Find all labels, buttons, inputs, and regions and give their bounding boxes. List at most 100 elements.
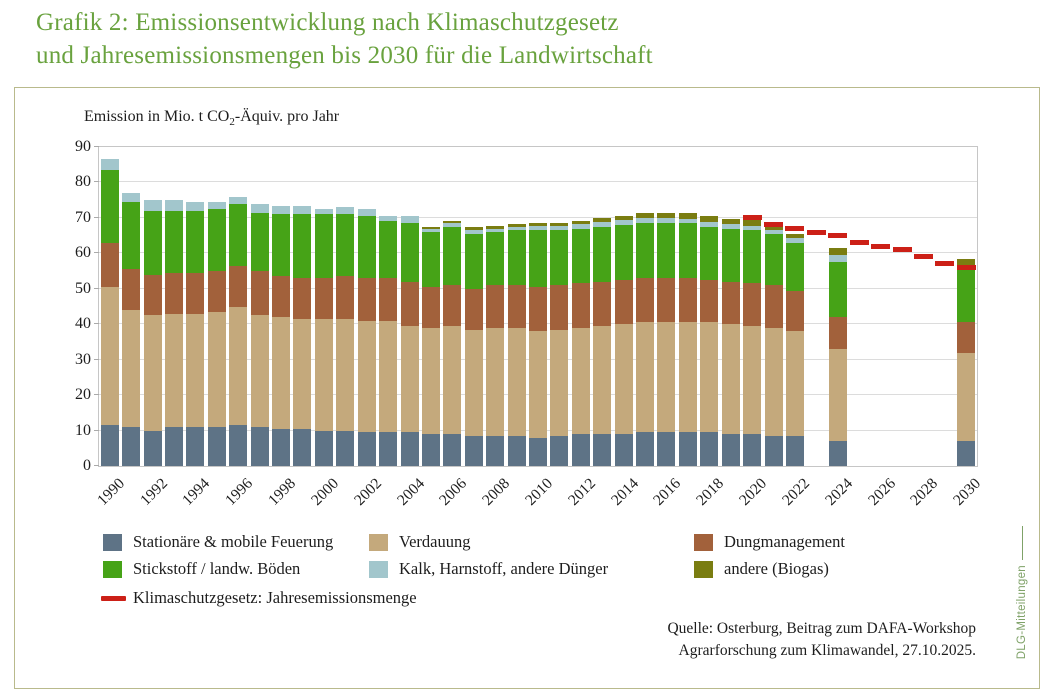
bar-1992-segment [143,210,162,275]
legend-label-stickstoff: Stickstoff / landw. Böden [133,559,301,578]
bar-2009-segment [507,223,526,227]
bar-2017-segment [678,278,697,323]
bar-2009-segment [507,230,526,286]
bar-1993-segment [164,313,183,428]
y-axis-label-20: 20 [75,386,91,404]
bar-2008-segment [486,327,505,436]
bar-1995-segment [207,311,226,428]
bar-2002-segment [357,320,376,433]
bar-2022-segment [785,331,804,436]
figure-title: Grafik 2: Emissionsentwicklung nach Klim… [36,6,653,72]
bar-2019-segment [721,281,740,325]
bar-2021-segment [764,233,783,286]
ksg-target-dash-2030 [956,265,976,271]
bar-1991-segment [122,193,141,202]
bar-1996-segment [229,306,248,426]
bar-2010-segment [529,230,547,288]
legend-swatch-verdauung [369,533,388,551]
bar-2014-segment [614,215,633,221]
figure-title-line2: und Jahresemissionsmengen bis 2030 für d… [36,42,653,69]
y-tick-90 [94,146,99,147]
bar-2030-segment [957,352,976,442]
legend-swatch-stickstoff [103,560,122,578]
bar-2005-segment [421,434,440,466]
bar-2013-segment [593,217,612,223]
bar-1994-segment [186,201,205,211]
bar-2011-segment [550,435,569,466]
chart-panel: Emission in Mio. t CO2-Äquiv. pro Jahr 0… [14,87,1040,689]
legend-swatch-andere-biogas [694,560,713,578]
bar-1993-segment [164,427,183,466]
bar-2014-segment [614,220,633,225]
bar-2015-segment [636,212,655,219]
bar-2024-segment [828,317,847,350]
bar-2004-segment [400,326,419,433]
bar-1993-segment [164,272,183,314]
bar-2030-segment [957,322,976,353]
bar-1996-segment [229,425,248,466]
bar-2012-segment [571,434,590,466]
y-tick-80 [94,181,99,183]
bar-2010-segment [529,223,547,227]
bar-2008-segment [486,232,505,286]
ksg-target-dash-2023 [806,229,826,235]
bar-1999-segment [293,278,312,319]
bar-2003-segment [379,216,398,222]
bar-2003-segment [379,278,398,321]
bar-1996-segment [229,265,248,307]
bar-2002-segment [357,278,376,321]
bar-2006-segment [443,223,462,227]
bar-2002-segment [357,216,376,279]
bar-2022-segment [785,242,804,291]
ksg-target-dash-2024 [828,233,848,239]
bar-2020-segment [743,230,762,284]
bar-2012-segment [571,283,590,328]
legend-item-feuerung: Stationäre & mobile Feuerung [103,532,333,552]
bar-1992-segment [143,430,162,466]
bar-1998-segment [272,205,291,215]
bar-2014-segment [614,324,633,435]
bar-1998-segment [272,317,291,429]
y-axis-label-80: 80 [75,173,91,191]
bar-1997-segment [250,212,269,272]
bar-2018-segment [700,216,719,223]
bar-2013-segment [593,222,612,227]
y-axis-label-50: 50 [75,279,91,297]
ksg-target-dash-2020 [742,215,762,221]
bar-2001-segment [336,214,355,277]
bar-2017-segment [678,212,697,219]
legend-swatch-kalk [369,560,388,578]
bar-2018-segment [700,432,719,466]
bar-2022-segment [785,290,804,332]
bar-2001-segment [336,430,355,466]
bar-1999-segment [293,214,312,279]
bar-1991-segment [122,427,141,466]
bar-2014-segment [614,434,633,466]
bar-2015-segment [636,432,655,466]
bar-1996-segment [229,196,248,204]
bar-1993-segment [164,200,183,211]
legend-label-feuerung: Stationäre & mobile Feuerung [133,532,334,551]
bar-2000-segment [314,430,333,466]
bar-2009-segment [507,327,526,436]
bar-2012-segment [571,224,590,229]
source-line2: Agrarforschung zum Klimawandel, 27.10.20… [678,642,976,659]
legend-swatch-dungmanagement [694,533,713,551]
bar-1992-segment [143,274,162,316]
bar-2007-segment [464,230,483,234]
bar-2002-segment [357,432,376,466]
y-tick-40 [94,323,99,325]
ksg-target-dash-2025 [849,240,869,246]
ksg-target-dash-2022 [785,226,805,232]
y-axis-label-30: 30 [75,350,91,368]
bar-2006-segment [443,326,462,435]
plot-area: 0 10 20 30 40 50 60 70 80 90 1990 1992 1994 1996 1998 2… [75,138,984,509]
bar-1994-segment [186,313,205,428]
bar-2009-segment [507,226,526,231]
bar-2018-segment [700,322,719,433]
y-tick-50 [94,287,99,289]
bar-2004-segment [400,223,419,282]
legend-line-swatch-klimaschutzgesetz [101,595,126,601]
bar-2013-segment [593,434,612,466]
bar-1994-segment [186,210,205,273]
